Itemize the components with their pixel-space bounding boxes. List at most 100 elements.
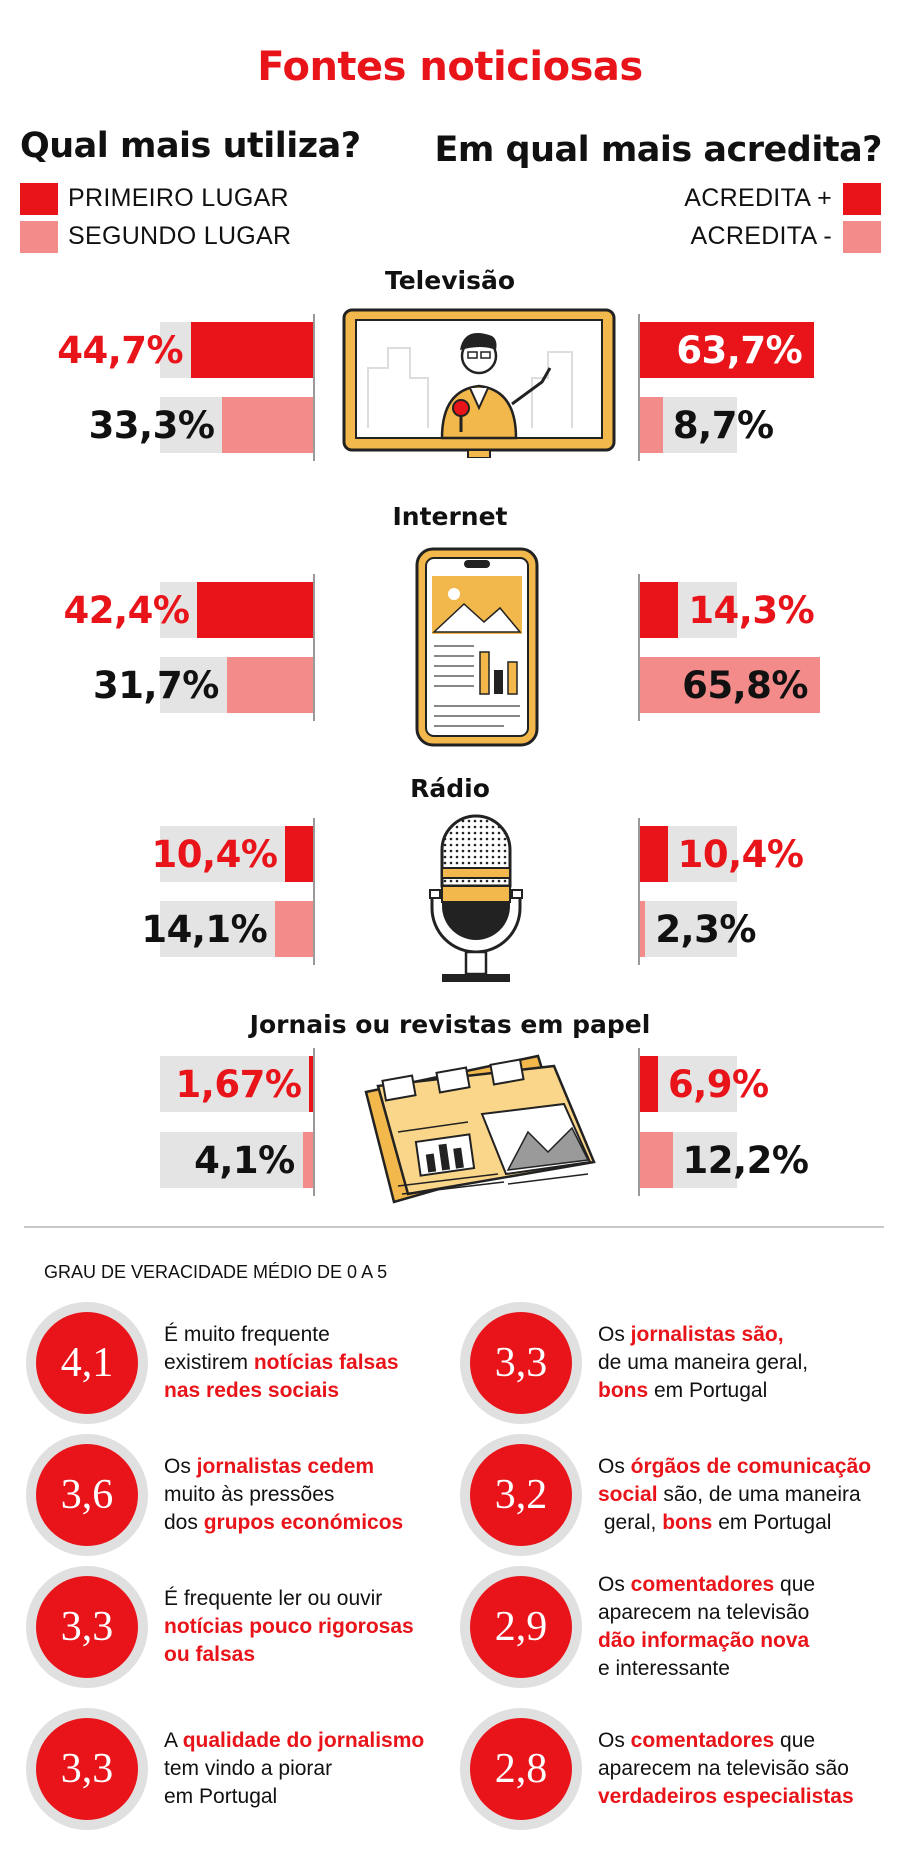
statement-line: Os órgãos de comunicação [598,1453,888,1481]
statement-text: Os comentadores que aparecem na televisão… [598,1571,888,1683]
statement-line: em Portugal [164,1783,454,1811]
statement-line: É frequente ler ou ouvir [164,1585,454,1613]
statement-highlight: notícias falsas [253,1351,399,1374]
infographic-title: Fontes noticiosas [257,44,643,90]
bar-segundo [302,1132,314,1188]
statement-highlight: grupos económicos [203,1511,404,1534]
statement-segment: Os [164,1455,197,1478]
statement-text: Os órgãos de comunicação social são, de u… [598,1453,888,1537]
bar-value-left: 44,7% [57,329,184,372]
bar-value-left: 33,3% [88,404,215,447]
score-value: 3,3 [36,1718,138,1820]
score-value: 2,8 [470,1718,572,1820]
score-circle: 3,6 [26,1434,148,1556]
statement-segment: Os [598,1323,631,1346]
statement-segment: tem vindo a piorar [164,1757,333,1780]
statement-line: bons em Portugal [598,1377,888,1405]
microphone-icon [429,814,523,982]
statement-segment: aparecem na televisão [598,1601,810,1624]
statement-highlight: órgãos de comunicação [630,1455,872,1478]
statement-highlight: bons [598,1379,649,1402]
statement-segment: Os [598,1455,631,1478]
bar-primeiro [309,1056,314,1112]
bar-acredita-mais [639,1056,658,1112]
bar-acredita-mais [639,582,679,638]
bar-primeiro [197,582,314,638]
bar-value-left: 4,1% [194,1139,295,1182]
statement-text: A qualidade do jornalismo tem vindo a pio… [164,1727,454,1811]
bar-track-right [639,901,737,957]
statement-line: notícias pouco rigorosas [164,1613,454,1641]
bar-value-left: 1,67% [175,1063,302,1106]
axis-divider-right [638,818,640,965]
statement-highlight: comentadores [630,1573,775,1596]
statement-line: aparecem na televisão são [598,1755,888,1783]
legend-label-segundo: SEGUNDO LUGAR [68,222,292,250]
statement-highlight: comentadores [630,1729,775,1752]
bar-value-right: 63,7% [676,329,803,372]
statement-segment: aparecem na televisão são [598,1757,849,1780]
statement-line: e interessante [598,1655,888,1683]
axis-divider-left [313,818,315,965]
statement-segment: muito às pressões [164,1483,335,1506]
smartphone-icon [415,547,539,747]
statement-line: Os comentadores que [598,1571,888,1599]
statement-line: A qualidade do jornalismo [164,1727,454,1755]
statement-segment: É frequente ler ou ouvir [164,1587,383,1610]
statement-text: Os jornalistas cedem muito às pressões dos… [164,1453,454,1537]
axis-divider-right [638,574,640,721]
score-circle: 4,1 [26,1302,148,1424]
butterfly-chart: Televisão 44,7% 63,7% 33,3% 8,7% Internet 42,4… [57,266,820,1196]
statement-highlight: social [598,1483,658,1506]
score-value: 3,2 [470,1444,572,1546]
score-circle: 3,3 [26,1566,148,1688]
statement-highlight: jornalistas cedem [196,1455,375,1478]
statement-segment: É muito frequente [164,1323,330,1346]
statement-text: É frequente ler ou ouvir notícias pouco r… [164,1585,454,1669]
bar-segundo [275,901,314,957]
statement-highlight: nas redes sociais [164,1379,340,1402]
bar-value-left: 14,1% [141,908,268,951]
legend-swatch-acredita-menos [843,221,881,253]
bar-value-left: 42,4% [63,589,190,632]
axis-divider-left [313,314,315,461]
score-circle: 3,3 [460,1302,582,1424]
statement-line: ou falsas [164,1641,454,1669]
statement-line: É muito frequente [164,1321,454,1349]
section-divider [24,1226,884,1228]
statement-line: geral, bons em Portugal [598,1509,888,1537]
statement-highlight: jornalistas são, [630,1323,784,1346]
statement-segment: que [774,1729,816,1752]
bar-acredita-menos [639,397,663,453]
legend-swatch-primeiro [20,183,58,215]
statement-line: Os jornalistas são, [598,1321,888,1349]
score-circle: 3,2 [460,1434,582,1556]
statement-text: É muito frequente existirem notícias fals… [164,1321,454,1405]
left-heading: Qual mais utiliza? [20,126,361,166]
statement-segment: dos [164,1511,204,1534]
statement-line: muito às pressões [164,1481,454,1509]
television-icon [342,308,616,458]
bar-acredita-mais [639,322,815,378]
statement-highlight: ou falsas [164,1643,256,1666]
category-label: Jornais ou revistas em papel [249,1010,651,1039]
score-circle: 2,8 [460,1708,582,1830]
legend-swatch-segundo [20,221,58,253]
right-heading: Em qual mais acredita? [434,130,882,170]
category-label: Televisão [384,266,515,295]
bar-value-right: 14,3% [688,589,815,632]
legend-swatch-acredita-mais [843,183,881,215]
statement-line: existirem notícias falsas [164,1349,454,1377]
bar-value-right: 6,9% [667,1063,769,1106]
bar-primeiro [191,322,314,378]
statement-line: aparecem na televisão [598,1599,888,1627]
statement-segment: de uma maneira geral, [598,1351,809,1374]
statement-highlight: bons [662,1511,713,1534]
bar-value-right: 65,8% [682,664,808,707]
bar-acredita-menos [639,657,820,713]
statement-line: de uma maneira geral, [598,1349,888,1377]
category-label: Internet [392,502,508,531]
score-circle: 2,9 [460,1566,582,1688]
legend-label-primeiro: PRIMEIRO LUGAR [68,184,289,212]
